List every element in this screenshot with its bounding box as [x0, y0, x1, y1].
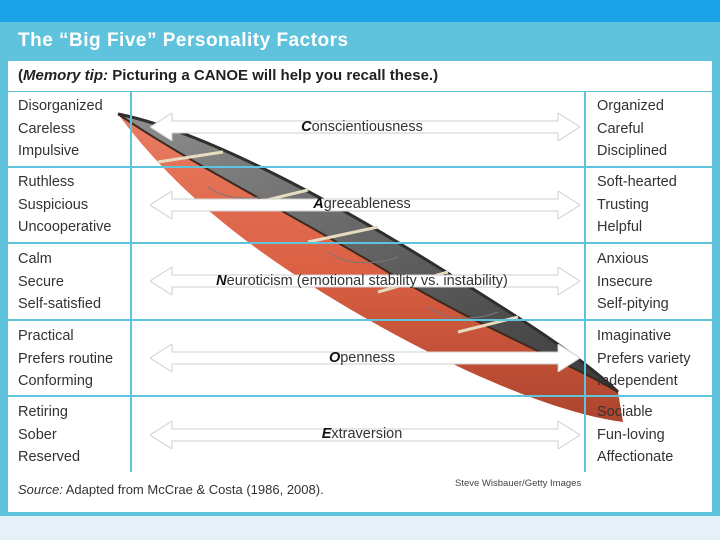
high-traits-neuroticism: Anxious Insecure Self-pitying	[597, 248, 669, 316]
factor-initial: C	[301, 119, 312, 135]
factor-name: greeableness	[323, 196, 411, 212]
page-title: The “Big Five” Personality Factors	[18, 30, 349, 51]
column-divider	[130, 92, 132, 472]
trait-label: Fun-loving	[597, 426, 665, 443]
trait-label: Self-satisfied	[18, 296, 102, 312]
trait-label: Prefers routine	[18, 350, 114, 367]
low-traits-extraversion: Retiring Sober Reserved	[18, 401, 80, 469]
trait-label: Anxious	[597, 251, 649, 267]
source-note: Source: Adapted from McCrae & Costa (198…	[18, 482, 324, 497]
factor-neuroticism: Neuroticism (emotional stability vs. ins…	[132, 273, 592, 289]
high-traits-openness: Imaginative Prefers variety Independent	[597, 325, 690, 393]
factor-initial: N	[216, 273, 227, 289]
top-bar	[0, 0, 720, 22]
high-traits-extraversion: Sociable Fun-loving Affectionate	[597, 401, 673, 469]
trait-label: Calm	[18, 251, 52, 267]
double-arrow-icon	[150, 113, 580, 141]
factor-name: xtraversion	[331, 426, 403, 442]
memory-tip-label: Memory tip:	[23, 67, 109, 84]
factor-extraversion: Extraversion	[132, 426, 592, 442]
trait-label: Trusting	[597, 196, 649, 213]
high-traits-agreeableness: Soft-hearted Trusting Helpful	[597, 171, 677, 239]
trait-label: Conforming	[18, 373, 93, 389]
factor-initial: O	[328, 350, 341, 366]
trait-label: Sociable	[597, 404, 653, 420]
trait-label: Affectionate	[597, 449, 674, 465]
trait-label: Imaginative	[597, 328, 672, 344]
factors-grid: Disorganized Careless Impulsive Conscien…	[8, 92, 712, 472]
double-arrow-icon	[150, 191, 580, 219]
factor-initial: E	[321, 426, 332, 442]
column-divider	[584, 92, 586, 472]
trait-label: Careful	[597, 120, 644, 137]
factor-initial: A	[313, 196, 324, 212]
double-arrow-icon	[150, 267, 580, 295]
trait-label: Suspicious	[18, 196, 89, 213]
factor-name: onscientiousness	[311, 119, 423, 135]
tip-paren: (	[18, 67, 23, 84]
trait-label: Soft-hearted	[597, 174, 677, 190]
trait-label: Retiring	[18, 404, 68, 420]
low-traits-neuroticism: Calm Secure Self-satisfied	[18, 248, 101, 316]
trait-label: Practical	[18, 328, 74, 344]
row-divider	[8, 319, 712, 321]
high-traits-conscientiousness: Organized Careful Disciplined	[597, 95, 667, 163]
memory-tip-text: Picturing a CANOE will help you recall t…	[112, 67, 439, 84]
source-box: Source: Adapted from McCrae & Costa (198…	[8, 472, 712, 512]
memory-tip: (Memory tip: Picturing a CANOE will help…	[18, 67, 438, 84]
trait-label: Impulsive	[18, 143, 80, 159]
trait-label: Sober	[18, 426, 57, 443]
trait-label: Self-pitying	[597, 296, 669, 312]
trait-label: Disorganized	[18, 98, 103, 114]
row-divider	[8, 166, 712, 168]
low-traits-agreeableness: Ruthless Suspicious Uncooperative	[18, 171, 112, 239]
photo-credit: Steve Wisbauer/Getty Images	[455, 478, 582, 489]
source-label: Source:	[18, 482, 63, 497]
source-text: Adapted from McCrae & Costa (1986, 2008)…	[65, 482, 324, 497]
trait-label: Helpful	[597, 219, 643, 235]
trait-label: Reserved	[18, 449, 81, 465]
trait-label: Careless	[18, 120, 76, 137]
trait-label: Prefers variety	[597, 350, 691, 367]
row-divider	[8, 242, 712, 244]
trait-label: Independent	[597, 373, 678, 389]
low-traits-conscientiousness: Disorganized Careless Impulsive	[18, 95, 103, 163]
trait-label: Insecure	[597, 273, 653, 290]
factor-name: penness	[340, 350, 396, 366]
trait-label: Secure	[18, 273, 64, 290]
double-arrow-icon	[150, 421, 580, 449]
trait-label: Disciplined	[597, 143, 668, 159]
trait-label: Uncooperative	[18, 219, 112, 235]
double-arrow-icon	[150, 344, 580, 372]
factor-openness: Openness	[132, 350, 592, 366]
memory-tip-box: (Memory tip: Picturing a CANOE will help…	[8, 61, 712, 91]
low-traits-openness: Practical Prefers routine Conforming	[18, 325, 113, 393]
trait-label: Ruthless	[18, 174, 75, 190]
trait-label: Organized	[597, 98, 664, 114]
row-divider	[8, 395, 712, 397]
factor-conscientiousness: Conscientiousness	[132, 119, 592, 135]
bottom-strip	[0, 516, 720, 540]
factor-name: euroticism (emotional stability vs. inst…	[226, 273, 508, 289]
factor-agreeableness: Agreeableness	[132, 196, 592, 212]
